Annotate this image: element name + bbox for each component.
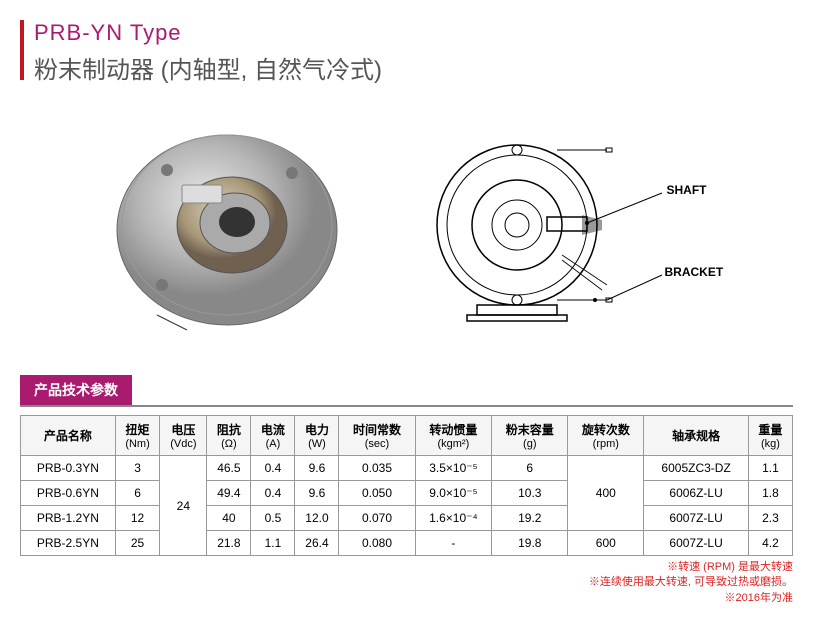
table-cell: 600 [568,531,644,556]
table-cell: 1.1 [748,456,792,481]
table-cell: 6007Z-LU [644,531,749,556]
table-cell: PRB-0.6YN [21,481,116,506]
table-cell: 26.4 [295,531,339,556]
table-header-cell: 时间常数(sec) [339,416,415,456]
table-header-cell: 阻抗(Ω) [207,416,251,456]
table-cell: PRB-2.5YN [21,531,116,556]
table-cell: 12 [115,506,160,531]
table-row: PRB-1.2YN12 400.512.00.0701.6×10⁻⁴19.2 600… [21,506,793,531]
table-cell: 24 [160,456,207,556]
table-cell: 1.8 [748,481,792,506]
table-header-cell: 转动惯量(kgm²) [415,416,492,456]
table-cell: 6007Z-LU [644,506,749,531]
table-cell: 400 [568,456,644,531]
table-cell: 46.5 [207,456,251,481]
table-cell: 4.2 [748,531,792,556]
product-photo [87,105,367,345]
table-cell: 12.0 [295,506,339,531]
table-cell: 0.070 [339,506,415,531]
table-cell: - [415,531,492,556]
table-header-cell: 旋转次数(rpm) [568,416,644,456]
accent-bar [20,20,24,80]
table-cell: 40 [207,506,251,531]
table-header-cell: 重量(kg) [748,416,792,456]
table-header-cell: 电流(A) [251,416,295,456]
table-cell: 0.5 [251,506,295,531]
footnote-line: ※连续使用最大转速, 可导致过热或磨损。 [20,575,793,590]
title-main: PRB-YN Type [34,20,382,46]
table-cell: 6005ZC3-DZ [644,456,749,481]
table-row: PRB-0.6YN6 49.40.49.60.0509.0×10⁻⁵10.3 600… [21,481,793,506]
table-header-row: 产品名称扭矩(Nm)电压(Vdc)阻抗(Ω)电流(A)电力(W)时间常数(sec… [21,416,793,456]
table-cell: 6 [492,456,568,481]
table-cell: 1.1 [251,531,295,556]
image-row: SHAFT BRACKET [20,105,793,345]
table-cell: PRB-0.3YN [21,456,116,481]
title-sub: 粉末制动器 (内轴型, 自然气冷式) [34,50,382,85]
shaft-label: SHAFT [667,183,707,197]
section-underline [20,405,793,407]
table-header-cell: 粉末容量(g) [492,416,568,456]
table-cell: 0.080 [339,531,415,556]
table-header-cell: 电力(W) [295,416,339,456]
table-cell: 19.2 [492,506,568,531]
table-cell: 9.0×10⁻⁵ [415,481,492,506]
table-row: PRB-0.3YN32446.50.49.60.0353.5×10⁻⁵64006… [21,456,793,481]
footnote-line: ※2016年为准 [20,591,793,606]
spec-table: 产品名称扭矩(Nm)电压(Vdc)阻抗(Ω)电流(A)电力(W)时间常数(sec… [20,415,793,556]
table-cell: 6 [115,481,160,506]
table-cell: 9.6 [295,481,339,506]
table-cell: 25 [115,531,160,556]
section-header: 产品技术参数 [20,375,793,407]
table-header-cell: 扭矩(Nm) [115,416,160,456]
page-header: PRB-YN Type 粉末制动器 (内轴型, 自然气冷式) [20,20,793,85]
table-cell: 3.5×10⁻⁵ [415,456,492,481]
table-cell: 0.4 [251,456,295,481]
title-block: PRB-YN Type 粉末制动器 (内轴型, 自然气冷式) [34,20,382,85]
table-cell: PRB-1.2YN [21,506,116,531]
table-row: PRB-2.5YN25 21.81.126.40.080-19.86006007Z… [21,531,793,556]
table-cell: 0.050 [339,481,415,506]
table-cell: 0.035 [339,456,415,481]
table-cell: 21.8 [207,531,251,556]
section-tab: 产品技术参数 [20,375,132,405]
footnotes: ※转速 (RPM) 是最大转速 ※连续使用最大转速, 可导致过热或磨损。 ※20… [20,560,793,606]
footnote-line: ※转速 (RPM) 是最大转速 [20,560,793,575]
table-cell: 0.4 [251,481,295,506]
table-header-cell: 轴承规格 [644,416,749,456]
table-cell: 2.3 [748,506,792,531]
table-header-cell: 电压(Vdc) [160,416,207,456]
table-cell: 1.6×10⁻⁴ [415,506,492,531]
table-header-cell: 产品名称 [21,416,116,456]
table-cell: 6006Z-LU [644,481,749,506]
technical-diagram: SHAFT BRACKET [407,105,727,345]
table-cell: 9.6 [295,456,339,481]
table-cell: 3 [115,456,160,481]
table-cell: 10.3 [492,481,568,506]
table-cell: 19.8 [492,531,568,556]
bracket-label: BRACKET [665,265,724,279]
table-cell: 49.4 [207,481,251,506]
